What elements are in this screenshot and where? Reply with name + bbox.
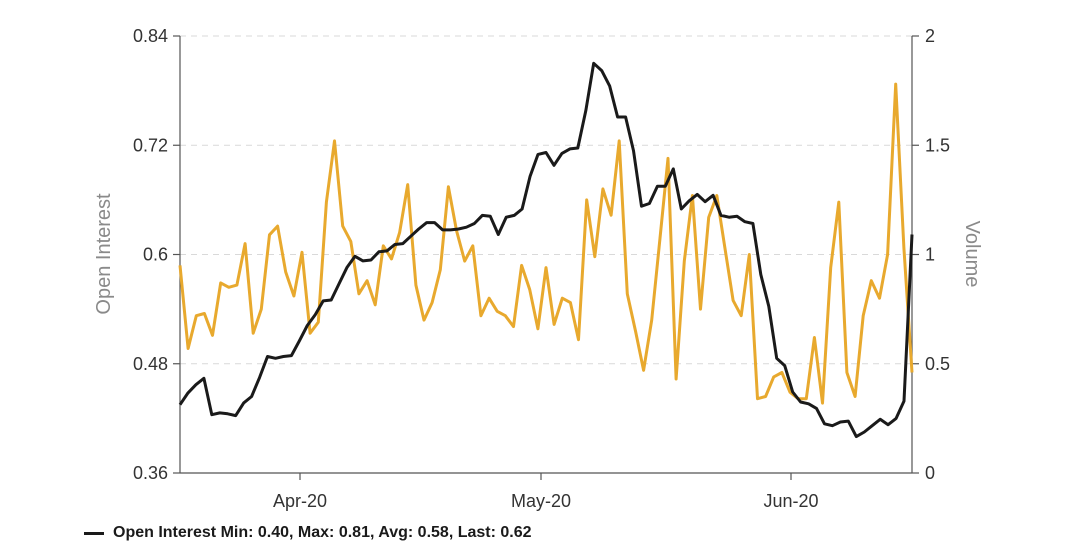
legend: Open Interest Min: 0.40, Max: 0.81, Avg:… bbox=[84, 523, 532, 543]
y-tick-label: 0.36 bbox=[133, 463, 168, 483]
y2-tick-label: 1.5 bbox=[925, 135, 950, 155]
x-tick-label: Apr-20 bbox=[273, 491, 327, 511]
y2-tick-label: 1 bbox=[925, 245, 935, 265]
y-tick-label: 0.6 bbox=[143, 245, 168, 265]
x-tick-label: Jun-20 bbox=[763, 491, 818, 511]
x-tick-label: May-20 bbox=[511, 491, 571, 511]
y-tick-label: 0.72 bbox=[133, 135, 168, 155]
legend-swatch-open-interest bbox=[84, 531, 104, 535]
volume-line bbox=[178, 82, 914, 405]
y2-tick-label: 0.5 bbox=[925, 354, 950, 374]
y-tick-label: 0.48 bbox=[133, 354, 168, 374]
open-interest-line bbox=[178, 61, 914, 439]
x-axis-ticks: Apr-20 May-20 Jun-20 bbox=[273, 473, 819, 511]
gridlines bbox=[180, 35, 912, 365]
y-tick-label: 0.84 bbox=[133, 26, 168, 46]
y2-axis-title: Volume bbox=[961, 221, 983, 288]
y2-tick-label: 2 bbox=[925, 26, 935, 46]
legend-label-open-interest: Open Interest Min: 0.40, Max: 0.81, Avg:… bbox=[113, 524, 532, 541]
y-axis-title: Open Interest bbox=[93, 193, 115, 315]
left-axis-ticks: 0.84 0.72 0.6 0.48 0.36 bbox=[133, 26, 180, 483]
right-axis-ticks: 2 1.5 1 0.5 0 bbox=[912, 26, 950, 483]
y2-tick-label: 0 bbox=[925, 463, 935, 483]
